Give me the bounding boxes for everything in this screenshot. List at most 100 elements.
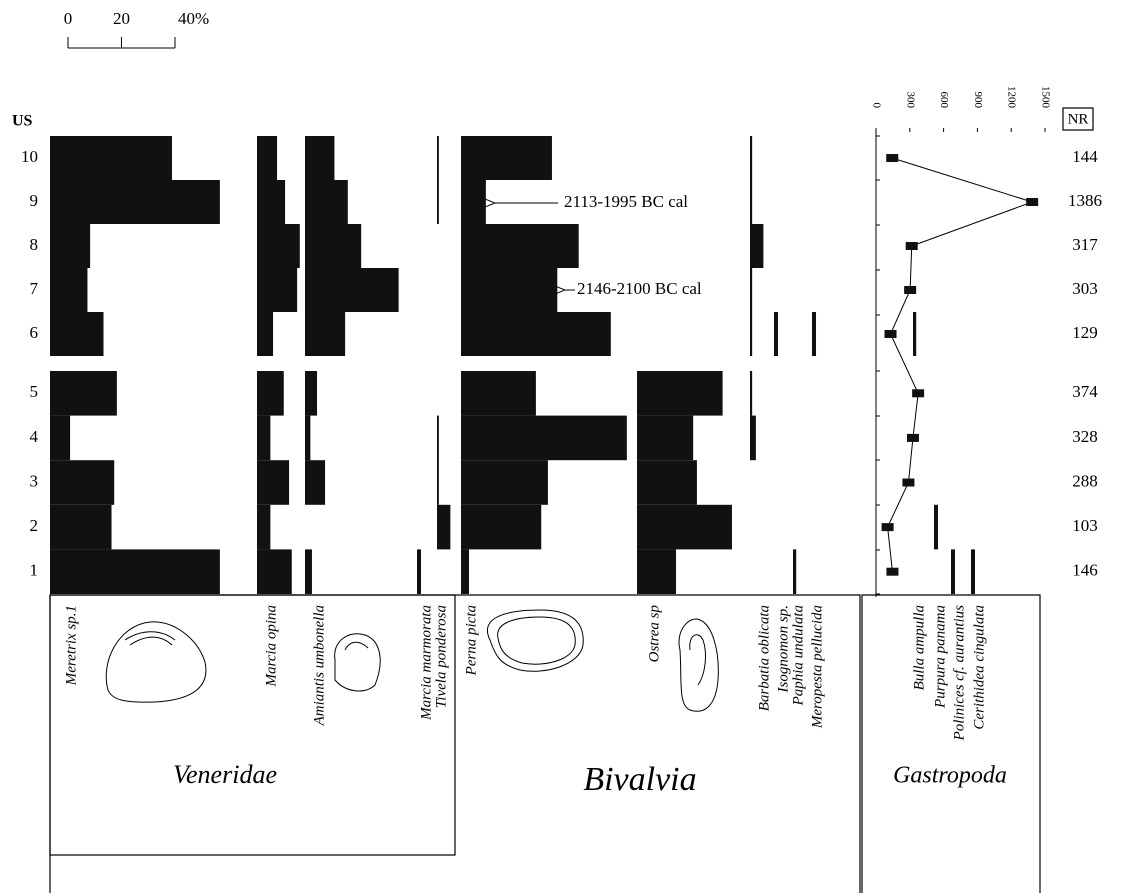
bar: [750, 415, 756, 461]
bar: [50, 268, 88, 312]
bar: [461, 136, 552, 180]
nr-value: 1386: [1068, 191, 1102, 210]
bar: [305, 136, 335, 180]
bar: [257, 549, 292, 594]
nr-tick-label: 1200: [1006, 86, 1018, 109]
bar: [750, 312, 753, 356]
bar: [637, 549, 677, 594]
bar: [793, 549, 797, 594]
bar: [257, 224, 300, 268]
bar: [951, 549, 956, 594]
layer-label: 4: [30, 427, 39, 446]
layer-label: 9: [30, 191, 39, 210]
taxon-label: Tivela ponderosa: [433, 605, 449, 708]
shell-icon: [678, 618, 719, 712]
gastropoda-box: [861, 594, 1041, 893]
taxon-label: Perna picta: [463, 605, 479, 676]
nr-value: 144: [1072, 147, 1098, 166]
layer-label: 2: [30, 516, 39, 535]
taxon-label: Polinices cf. aurantius: [951, 605, 967, 742]
bar: [461, 504, 542, 550]
bar: [50, 312, 104, 356]
nr-value: 146: [1072, 561, 1098, 580]
layer-label: 10: [21, 147, 38, 166]
group-label: Gastropoda: [893, 763, 1007, 789]
nr-value: 129: [1072, 323, 1098, 342]
bar: [50, 180, 220, 224]
bar: [50, 460, 115, 505]
bar: [750, 371, 753, 416]
nr-tick-label: 1500: [1039, 86, 1051, 109]
nr-tick-label: 300: [904, 92, 916, 109]
nr-point: [912, 389, 925, 398]
nr-value: 288: [1072, 471, 1098, 490]
bar: [257, 415, 271, 461]
nr-point: [886, 567, 899, 576]
bar: [305, 415, 311, 461]
bar: [437, 504, 451, 550]
bar: [437, 415, 439, 461]
layer-label: 3: [30, 471, 39, 490]
bar: [461, 371, 536, 416]
bar: [257, 504, 271, 550]
shell-icon: [334, 633, 381, 692]
bar: [50, 136, 172, 180]
nr-box: [1062, 107, 1094, 131]
bar: [774, 312, 779, 356]
nr-point: [902, 478, 915, 487]
group-label: Veneridae: [173, 760, 277, 789]
nr-point: [1026, 198, 1039, 206]
layer-label: 5: [30, 382, 39, 401]
bar: [305, 371, 318, 416]
y-label: US: [12, 113, 33, 130]
bar: [637, 415, 694, 461]
bar: [50, 504, 112, 550]
nr-point: [886, 154, 899, 162]
bar: [257, 312, 274, 356]
bar: [461, 268, 558, 312]
taxon-label: Marcia opina: [263, 605, 279, 688]
bar: [750, 136, 753, 180]
nr-tick-label: 600: [938, 92, 950, 109]
bar: [305, 224, 362, 268]
nr-value: 303: [1072, 279, 1098, 298]
bar: [257, 460, 290, 505]
bar: [750, 180, 753, 224]
taxon-label: Ostrea sp: [646, 605, 662, 663]
nr-value: 374: [1072, 382, 1098, 401]
group-label: Bivalvia: [583, 761, 696, 798]
annotation: 2113-1995 BC cal: [564, 192, 688, 211]
bar: [461, 180, 486, 224]
bar: [50, 549, 220, 594]
bar: [812, 312, 817, 356]
layer-label: 8: [30, 235, 39, 254]
bar: [461, 312, 611, 356]
bar: [50, 371, 117, 416]
bar: [461, 224, 579, 268]
bar: [461, 460, 548, 505]
nr-value: 103: [1072, 516, 1098, 535]
bar: [750, 268, 753, 312]
shell-icon: [105, 621, 207, 703]
layer-label: 1: [30, 561, 39, 580]
bar: [305, 549, 312, 594]
bar: [934, 504, 939, 550]
bar: [637, 504, 732, 550]
bar: [257, 268, 298, 312]
taxon-label: Barbatia oblicata: [756, 605, 772, 711]
taxon-label: Marcia marmorata: [418, 605, 434, 721]
veneridae-box: [49, 594, 456, 856]
bar: [305, 312, 346, 356]
nr-point: [884, 330, 897, 338]
nr-line: [887, 157, 1034, 572]
bar: [437, 460, 439, 505]
bar: [461, 549, 470, 594]
bar: [257, 136, 278, 180]
nr-value: 328: [1072, 427, 1098, 446]
nr-tick-label: 900: [972, 92, 984, 109]
layer-label: 7: [30, 279, 39, 298]
bar: [50, 415, 71, 461]
bar: [637, 371, 723, 416]
layer-label: 6: [30, 323, 39, 342]
